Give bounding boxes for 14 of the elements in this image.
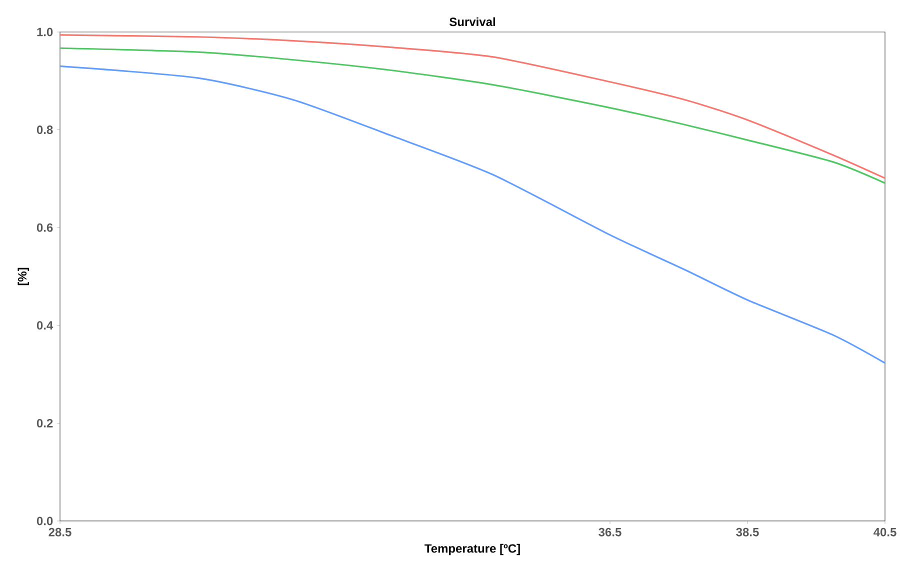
y-tick-label: 0.6 xyxy=(36,223,53,232)
y-axis-title: [%] xyxy=(18,268,29,286)
line-series xyxy=(59,65,886,364)
y-tick-label: 0.0 xyxy=(36,516,53,526)
x-tick-label: 36.5 xyxy=(598,528,622,536)
y-tick-label: 1.0 xyxy=(37,28,53,36)
x-tick-label: 38.5 xyxy=(736,528,759,536)
x-tick-label: 40.5 xyxy=(874,528,896,536)
y-tick-label: 0.4 xyxy=(36,321,54,330)
x-tick-label: 28.5 xyxy=(48,528,72,536)
y-tick-label: 0.8 xyxy=(36,126,53,134)
chart-title: Survival xyxy=(450,17,495,26)
y-tick-label: 0.2 xyxy=(36,418,53,428)
x-axis-title: Temperature [ºC] xyxy=(424,544,520,556)
